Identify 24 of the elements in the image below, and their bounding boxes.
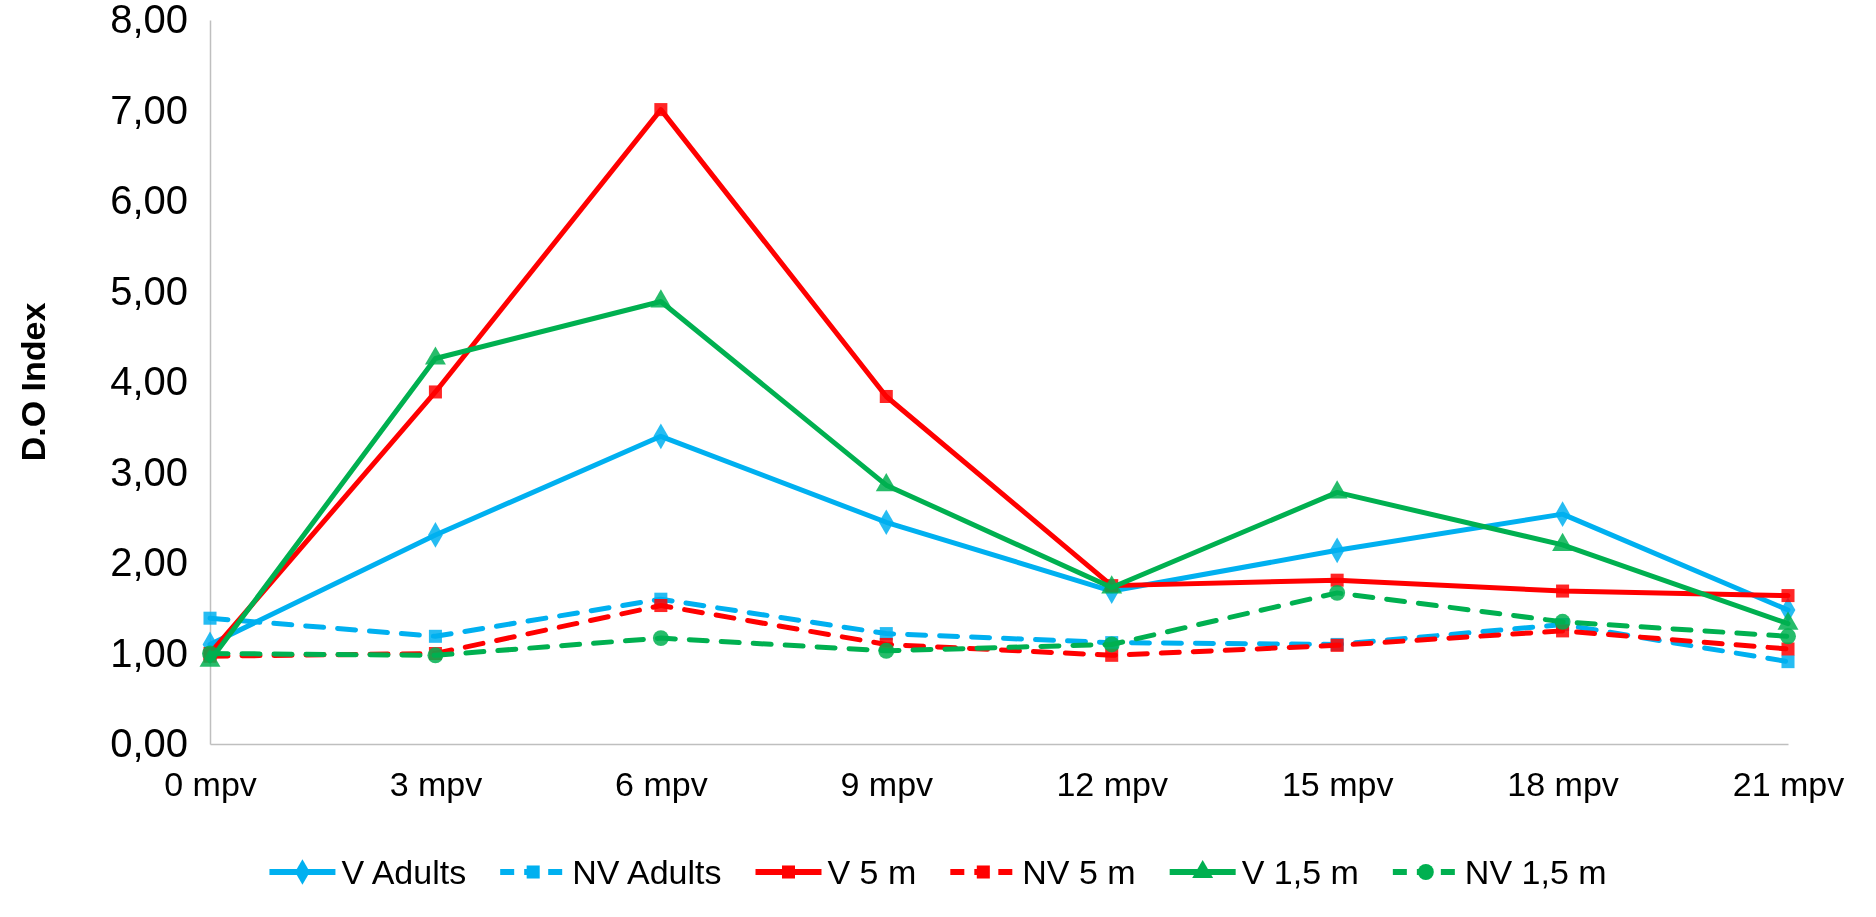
legend-label: V 1,5 m xyxy=(1241,853,1359,891)
x-tick-label: 21 mpv xyxy=(1732,765,1845,804)
x-tick-label: 12 mpv xyxy=(1056,765,1168,804)
legend-label: NV Adults xyxy=(572,853,722,891)
legend-label: V Adults xyxy=(341,853,467,891)
y-tick-label: 7,00 xyxy=(110,87,188,132)
y-axis-title: D.O Index xyxy=(14,302,52,462)
x-tick-label: 6 mpv xyxy=(615,765,708,804)
y-tick-label: 1,00 xyxy=(110,630,188,675)
y-tick-label: 0,00 xyxy=(110,721,188,766)
x-tick-label: 3 mpv xyxy=(389,765,483,804)
x-tick-label: 0 mpv xyxy=(164,765,257,804)
y-tick-label: 4,00 xyxy=(110,359,188,404)
y-tick-label: 3,00 xyxy=(110,449,188,494)
y-tick-label: 2,00 xyxy=(110,540,188,585)
legend-label: NV 5 m xyxy=(1022,853,1136,891)
y-tick-label: 8,00 xyxy=(110,0,188,42)
y-tick-label: 5,00 xyxy=(110,268,188,313)
y-tick-label: 6,00 xyxy=(110,178,188,223)
x-tick-label: 18 mpv xyxy=(1507,765,1619,804)
x-tick-label: 15 mpv xyxy=(1281,765,1394,804)
x-tick-label: 9 mpv xyxy=(840,765,934,804)
legend-label: NV 1,5 m xyxy=(1464,853,1607,891)
legend-label: V 5 m xyxy=(827,853,917,891)
